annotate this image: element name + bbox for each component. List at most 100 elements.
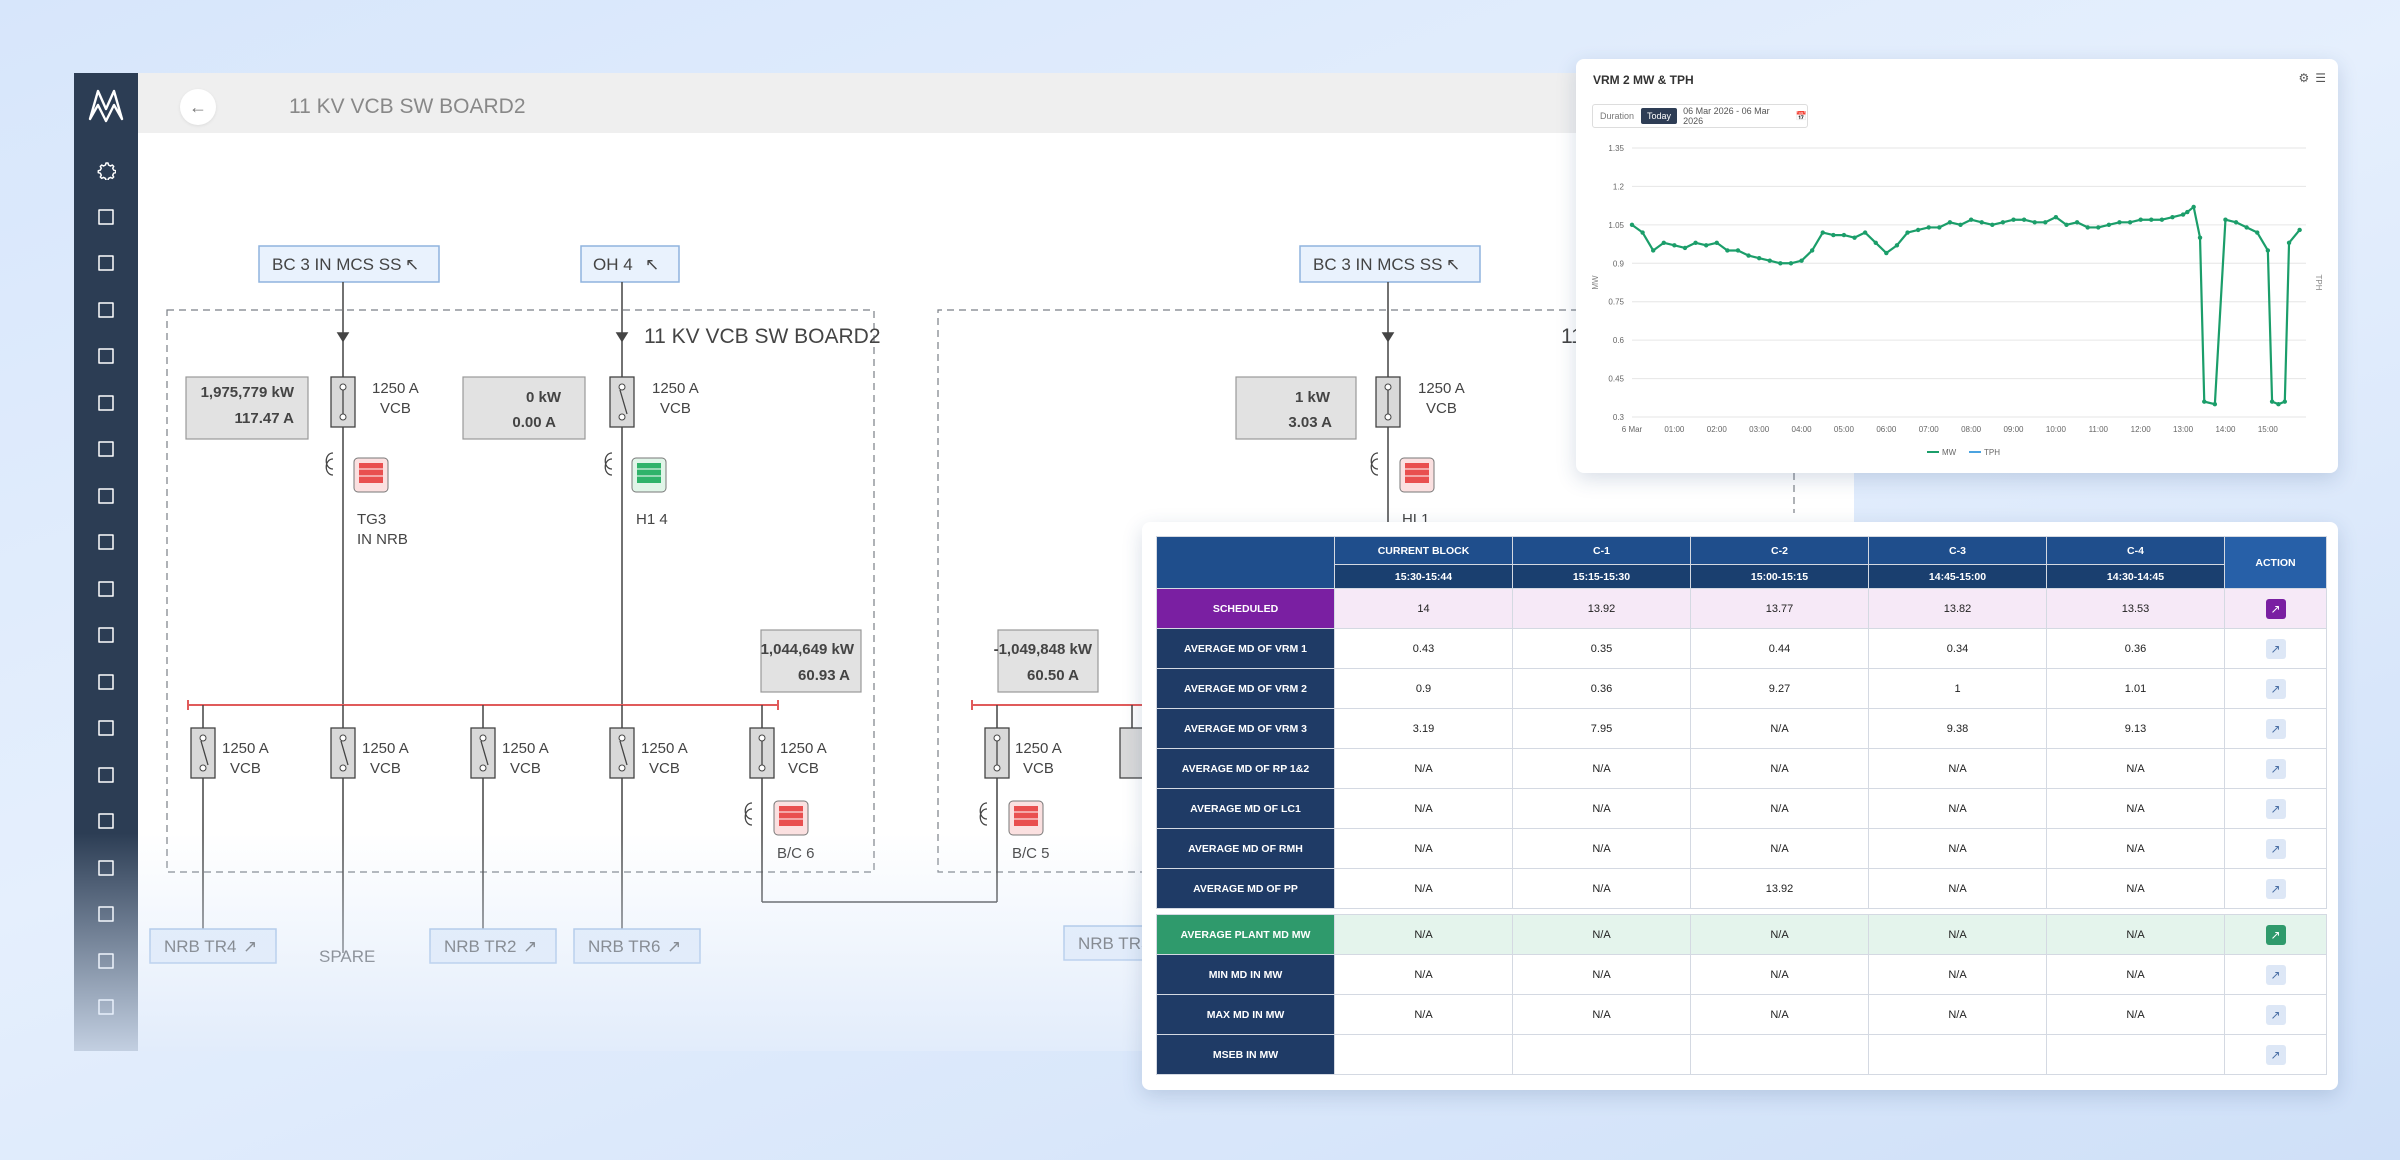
monitor-icon[interactable]: [92, 528, 120, 556]
date-range[interactable]: 06 Mar 2026 - 06 Mar 2026: [1683, 106, 1770, 126]
outgoing-box[interactable]: NRB TR6 ↗: [573, 928, 701, 964]
database-icon[interactable]: [92, 249, 120, 277]
table-cell: N/A: [1334, 994, 1513, 1035]
table-cell: N/A: [1334, 954, 1513, 995]
open-detail-button[interactable]: ↗: [2265, 1044, 2286, 1065]
today-button[interactable]: Today: [1641, 108, 1678, 124]
menu-icon[interactable]: ☰: [2315, 71, 2326, 85]
data-point: [2117, 220, 2122, 225]
data-point: [1725, 248, 1730, 253]
relay-icon[interactable]: [744, 800, 809, 836]
grid-icon[interactable]: [92, 296, 120, 324]
arrow-down-icon: [615, 332, 629, 343]
row-label: AVERAGE PLANT MD MW: [1156, 914, 1335, 955]
open-detail-button[interactable]: ↗: [2265, 924, 2286, 945]
row-label: SCHEDULED: [1156, 588, 1335, 629]
layout-icon[interactable]: [92, 761, 120, 789]
list-check-icon[interactable]: [92, 342, 120, 370]
incomer-breaker[interactable]: 1250 A VCB: [1375, 376, 1465, 428]
table-cell: N/A: [1868, 868, 2047, 909]
x-tick-label: 12:00: [2131, 425, 2152, 434]
data-point: [2244, 225, 2249, 230]
play-icon[interactable]: [92, 807, 120, 835]
back-button[interactable]: ←: [180, 89, 216, 125]
arrow-up-right-icon: ↗: [2270, 927, 2281, 942]
relay-icon[interactable]: [979, 800, 1044, 836]
trend-icon[interactable]: [92, 714, 120, 742]
open-detail-button[interactable]: ↗: [2265, 964, 2286, 985]
user-card-icon[interactable]: [92, 575, 120, 603]
open-detail-button[interactable]: ↗: [2265, 878, 2286, 899]
outgoing-box[interactable]: NRB TR2 ↗: [429, 928, 557, 964]
table-cell: 9.13: [2046, 708, 2225, 749]
x-tick-label: 01:00: [1664, 425, 1685, 434]
table-cell: 13.92: [1512, 588, 1691, 629]
table-cell: N/A: [1512, 914, 1691, 955]
bell-icon[interactable]: [92, 668, 120, 696]
data-point: [1746, 253, 1751, 258]
table-cell: 13.77: [1690, 588, 1869, 629]
data-point: [2276, 401, 2281, 407]
gear-icon[interactable]: ⚙: [2298, 71, 2310, 85]
line-chart: 0.3 0.45 0.6 0.75 0.9 1.05 1.2 1.35 6 Mar 01:00 02…: [1591, 144, 2323, 457]
y-tick-label: 0.75: [1608, 298, 1624, 307]
x-tick-label: 10:00: [2046, 425, 2067, 434]
breaker-type: VCB: [370, 760, 401, 777]
report-icon[interactable]: [92, 435, 120, 463]
data-point: [2255, 230, 2260, 235]
tablet-icon[interactable]: [92, 203, 120, 231]
reading-box: -1,049,848 kW 60.50 A: [994, 629, 1099, 693]
action-cell: ↗: [2224, 828, 2327, 869]
source-box[interactable]: OH 4 ↖: [580, 245, 680, 283]
open-detail-button[interactable]: ↗: [2265, 678, 2286, 699]
open-detail-button[interactable]: ↗: [2265, 638, 2286, 659]
source-box[interactable]: BC 3 IN MCS SS ↖: [1299, 245, 1481, 283]
table-cell: N/A: [1868, 788, 2047, 829]
feeder-breaker[interactable]: [1119, 727, 1145, 779]
table-row: AVERAGE MD OF RMH N/A N/A N/A N/A N/A ↗: [1156, 828, 2327, 869]
open-detail-button[interactable]: ↗: [2265, 838, 2286, 859]
open-detail-button[interactable]: ↗: [2265, 798, 2286, 819]
breaker-type: VCB: [788, 760, 819, 777]
feeder-breaker[interactable]: 1250 A VCB: [330, 727, 409, 779]
table-cell: N/A: [1512, 994, 1691, 1035]
calendar-icon[interactable]: 📅: [1795, 110, 1807, 121]
home-icon[interactable]: [92, 482, 120, 510]
open-detail-button[interactable]: ↗: [2265, 718, 2286, 739]
incomer-breaker[interactable]: 1250 A VCB: [609, 376, 699, 428]
table-cell: N/A: [2046, 914, 2225, 955]
lightning-icon[interactable]: [92, 389, 120, 417]
data-point: [2269, 399, 2275, 404]
relay-icon[interactable]: [1370, 452, 1435, 493]
feeder-breaker[interactable]: 1250 A VCB: [190, 727, 269, 779]
feeder-breaker[interactable]: 1250 A VCB: [749, 727, 827, 779]
data-point: [2191, 204, 2196, 210]
feeder-breaker[interactable]: 1250 A VCB: [984, 727, 1062, 779]
action-cell: ↗: [2224, 588, 2327, 629]
arrow-up-right-icon: ↗: [2270, 601, 2281, 616]
open-detail-button[interactable]: ↗: [2265, 758, 2286, 779]
outgoing-box[interactable]: NRB TR4 ↗: [149, 928, 277, 964]
table-cell: N/A: [1512, 954, 1691, 995]
chart-tools: ⚙ ☰: [2298, 71, 2326, 85]
relay-icon[interactable]: [604, 452, 667, 493]
open-detail-button[interactable]: ↗: [2265, 598, 2286, 619]
duration-picker[interactable]: Duration Today 06 Mar 2026 - 06 Mar 2026…: [1592, 104, 1808, 128]
incomer-breaker[interactable]: 1250 A VCB: [330, 376, 419, 428]
x-tick-label: 05:00: [1834, 425, 1855, 434]
open-detail-button[interactable]: ↗: [2265, 1004, 2286, 1025]
message-icon[interactable]: [92, 621, 120, 649]
data-point: [2212, 401, 2218, 407]
y-tick-label: 0.45: [1608, 375, 1624, 384]
table-cell: N/A: [2046, 748, 2225, 789]
feeder-breaker[interactable]: 1250 A VCB: [470, 727, 549, 779]
table-gap: [1156, 908, 2327, 915]
source-box[interactable]: BC 3 IN MCS SS ↖: [258, 245, 440, 283]
action-cell: ↗: [2224, 914, 2327, 955]
settings-icon[interactable]: [92, 156, 120, 184]
x-tick-label: 13:00: [2173, 425, 2194, 434]
breaker-rating: 1250 A: [1015, 740, 1062, 757]
feeder-breaker[interactable]: 1250 A VCB: [609, 727, 688, 779]
relay-icon[interactable]: [325, 452, 389, 493]
action-cell: ↗: [2224, 668, 2327, 709]
